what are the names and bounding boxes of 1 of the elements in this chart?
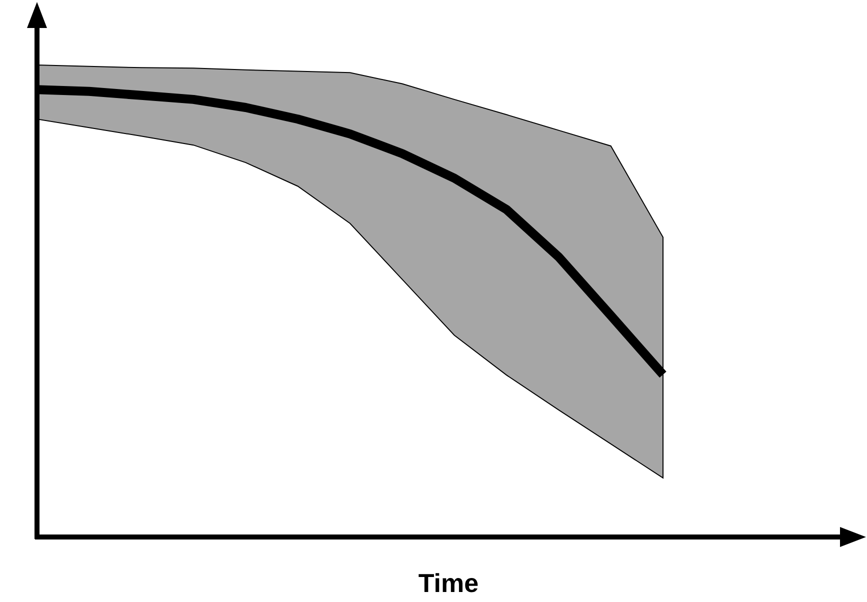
x-axis-title: Time: [418, 568, 479, 598]
